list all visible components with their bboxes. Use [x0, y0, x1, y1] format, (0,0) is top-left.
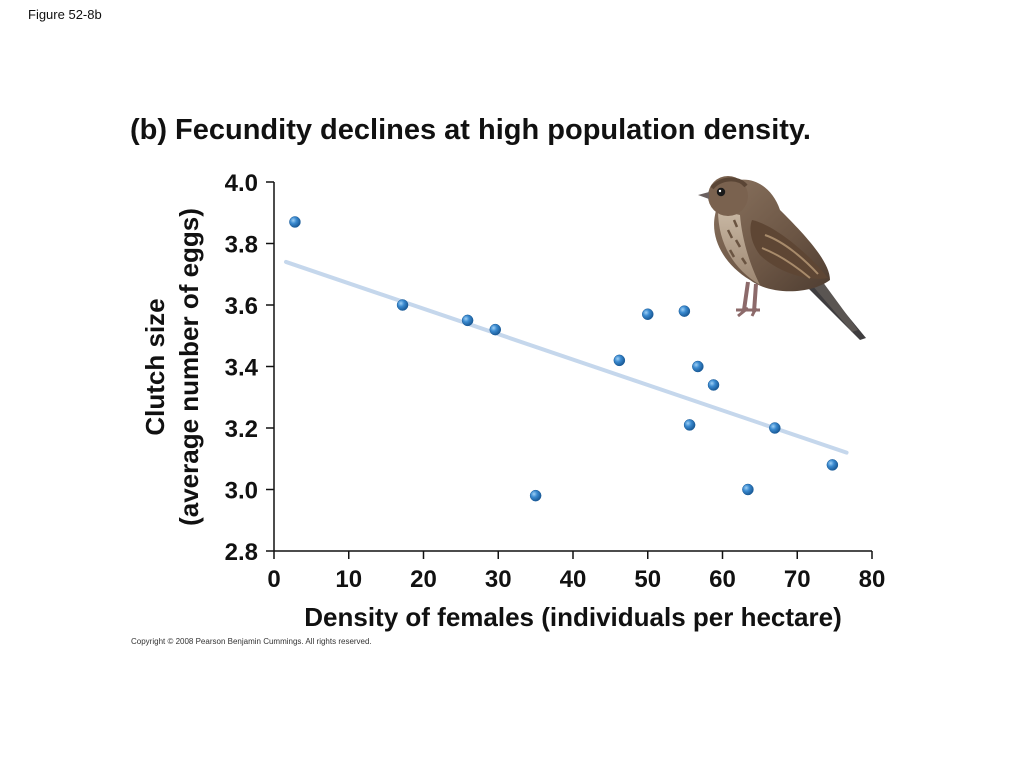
x-tick-label: 40: [560, 566, 587, 593]
x-axis-title: Density of females (individuals per hect…: [304, 602, 842, 632]
figure-label: Figure 52-8b: [28, 7, 102, 22]
copyright-notice: Copyright © 2008 Pearson Benjamin Cummin…: [131, 637, 372, 646]
x-tick-label: 0: [267, 566, 280, 593]
y-tick-label: 2.8: [225, 539, 258, 566]
data-point: [396, 299, 409, 311]
y-tick-labels: 2.8 3.0 3.2 3.4 3.6 3.8 4.0: [225, 170, 259, 566]
sparrow-bird-illustration: [698, 176, 866, 340]
data-point: [613, 354, 626, 367]
x-tick-label: 20: [410, 566, 437, 593]
panel-title-text: Fecundity declines at high population de…: [175, 114, 811, 146]
y-tick-label: 4.0: [225, 170, 258, 197]
y-tick-label: 3.4: [225, 355, 259, 382]
y-tick-label: 3.2: [225, 416, 258, 443]
x-tick-label: 50: [634, 566, 661, 593]
chart-axes: [266, 181, 873, 559]
data-point: [742, 483, 754, 496]
x-tick-label: 30: [485, 566, 512, 593]
y-axis-title-line1: Clutch size: [140, 298, 170, 435]
data-point: [489, 323, 502, 336]
data-point: [289, 216, 301, 228]
data-point: [461, 314, 474, 327]
data-point: [707, 379, 720, 391]
x-tick-labels: 0 10 20 30 40 50 60 70 80: [267, 566, 885, 593]
data-point: [769, 422, 781, 434]
panel-title: (b) Fecundity declines at high population…: [130, 114, 811, 147]
x-tick-label: 10: [335, 566, 362, 593]
y-tick-label: 3.6: [225, 293, 258, 320]
x-tick-label: 60: [709, 566, 736, 593]
data-point: [692, 360, 704, 373]
data-points: [289, 216, 839, 502]
data-point: [678, 305, 691, 317]
data-point: [683, 419, 696, 431]
data-point: [529, 489, 542, 502]
data-point: [642, 308, 654, 320]
panel-letter: (b): [130, 114, 168, 146]
trendline: [283, 259, 849, 455]
data-point: [826, 459, 839, 471]
x-tick-label: 70: [784, 566, 811, 593]
y-axis-title-line2: (average number of eggs): [174, 208, 204, 526]
y-tick-label: 3.8: [225, 232, 258, 259]
y-tick-label: 3.0: [225, 478, 258, 505]
x-tick-label: 80: [859, 566, 886, 593]
trendline-group: [283, 259, 849, 455]
